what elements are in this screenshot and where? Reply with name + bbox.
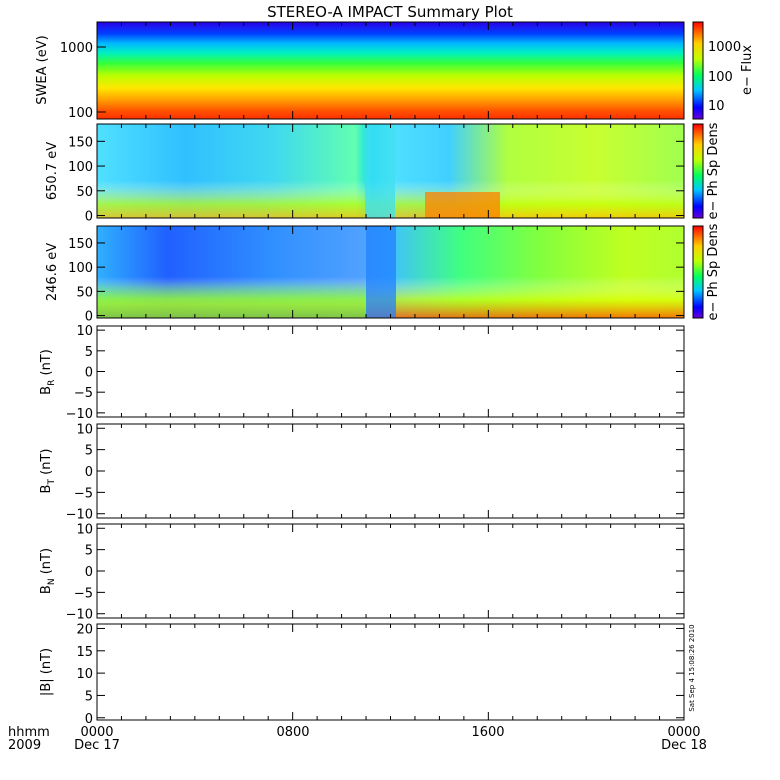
ytick-label: −5	[74, 486, 93, 501]
ytick-label: 5	[85, 689, 93, 704]
time-axis-row1-label: hhmm	[8, 725, 50, 740]
bt-ylabel-sub: T	[47, 479, 57, 486]
pad246-gap-band	[366, 226, 396, 318]
bn-frame	[96, 523, 685, 619]
time-tick-label-1: 0800	[276, 725, 309, 740]
ytick-label: 10	[76, 522, 93, 537]
panel-br: BR (nT)	[39, 325, 685, 418]
bn-ylabel-main: B	[39, 585, 54, 594]
bn-ylabel: BN (nT)	[39, 548, 57, 594]
ytick-label: −10	[66, 407, 93, 422]
ytick-label: 5	[85, 544, 93, 559]
ytick-label: 0	[85, 712, 93, 727]
ytick-label: 5	[85, 345, 93, 360]
bt-frame	[96, 423, 685, 519]
ytick-label: 0	[85, 310, 93, 325]
ytick-label: −5	[74, 386, 93, 401]
panel-bmag: |B| (nT) Sat Sep 4 15:08:26 2010	[39, 623, 696, 721]
pad246-cbar-label: e− Ph Sp Dens	[706, 223, 721, 320]
pad246-colorbar: e− Ph Sp Dens	[692, 223, 721, 320]
bmag-frame	[96, 623, 685, 721]
ytick-label: 0	[85, 565, 93, 580]
ytick-label: 100	[68, 160, 93, 175]
bt-ylabel-main: B	[39, 485, 54, 494]
time-tick-label-2: 1600	[471, 725, 504, 740]
ytick-label: 150	[68, 237, 93, 252]
panel-pad-246: 246.6 eV	[45, 225, 685, 319]
bn-ylabel-sub: N	[47, 578, 57, 585]
bmag-ylabel: |B| (nT)	[39, 648, 54, 696]
time-tick-date-0: Dec 17	[74, 738, 120, 753]
ytick-label: 50	[76, 285, 93, 300]
ytick-label: 5	[85, 444, 93, 459]
br-ylabel-unit: (nT)	[39, 349, 54, 379]
pad650-colorbar: e− Ph Sp Dens	[692, 122, 721, 219]
ytick-label: 15	[76, 645, 93, 660]
panel-bt: BT (nT)	[39, 423, 685, 519]
ytick-label: 10	[76, 324, 93, 339]
swea-colorbar-gradient	[692, 21, 704, 120]
panel-swea: SWEA (eV) 1000 100	[35, 21, 685, 121]
pad650-gap-band	[365, 124, 395, 218]
swea-ylabel: SWEA (eV)	[35, 35, 50, 104]
br-ylabel-main: B	[39, 386, 54, 395]
ytick-label: 50	[76, 185, 93, 200]
ytick-label: 0	[85, 465, 93, 480]
panel-bn: BN (nT)	[39, 523, 685, 619]
time-tick-label-0: 0000	[80, 725, 113, 740]
panel-pad-650: 650.7 eV	[45, 123, 685, 219]
pad650-hot-patch	[425, 192, 500, 218]
ytick-label: −5	[74, 586, 93, 601]
br-ylabel-sub: R	[47, 380, 57, 386]
ytick-label: 0	[85, 366, 93, 381]
ytick-label: 20	[76, 622, 93, 637]
swea-cbar-label: e− Flux	[740, 45, 755, 95]
time-tick-label-3: 0000	[667, 725, 700, 740]
time-axis-row2-label: 2009	[8, 738, 41, 753]
br-frame	[96, 325, 685, 418]
axis-ticks-layer: 0501001500501001501050−5−101050−5−101050…	[66, 22, 684, 727]
ytick-label: −10	[66, 608, 93, 623]
pad246-left-band	[97, 226, 367, 318]
swea-cbar-tick-100: 100	[708, 70, 733, 85]
time-axis: hhmm 2009 0000 Dec 17 0800 1600 0000 Dec…	[8, 725, 707, 753]
plot-title: STEREO-A IMPACT Summary Plot	[267, 3, 513, 21]
ytick-label: 100	[68, 261, 93, 276]
ytick-label: 10	[76, 422, 93, 437]
timestamp-stamp: Sat Sep 4 15:08:26 2010	[688, 624, 696, 711]
swea-cbar-tick-10: 10	[708, 99, 725, 114]
bt-ylabel: BT (nT)	[39, 449, 57, 494]
swea-cbar-tick-1000: 1000	[708, 40, 741, 55]
swea-colorbar: 1000 100 10 e− Flux	[692, 21, 755, 120]
ytick-label: 150	[68, 135, 93, 150]
bt-ylabel-unit: (nT)	[39, 449, 54, 479]
pad650-colorbar-gradient	[692, 123, 704, 219]
bn-ylabel-unit: (nT)	[39, 548, 54, 578]
pad650-ylabel: 650.7 eV	[45, 142, 60, 200]
time-tick-date-3: Dec 18	[661, 738, 707, 753]
ytick-label: −10	[66, 508, 93, 523]
ytick-label: 0	[85, 210, 93, 225]
swea-ytick-100: 100	[68, 106, 93, 121]
ytick-label: 10	[76, 667, 93, 682]
br-ylabel: BR (nT)	[39, 349, 57, 395]
swea-heatmap	[97, 22, 684, 119]
pad650-cbar-label: e− Ph Sp Dens	[706, 122, 721, 219]
swea-ytick-1000: 1000	[60, 41, 93, 56]
pad246-colorbar-gradient	[692, 225, 704, 319]
pad246-ylabel: 246.6 eV	[45, 243, 60, 301]
